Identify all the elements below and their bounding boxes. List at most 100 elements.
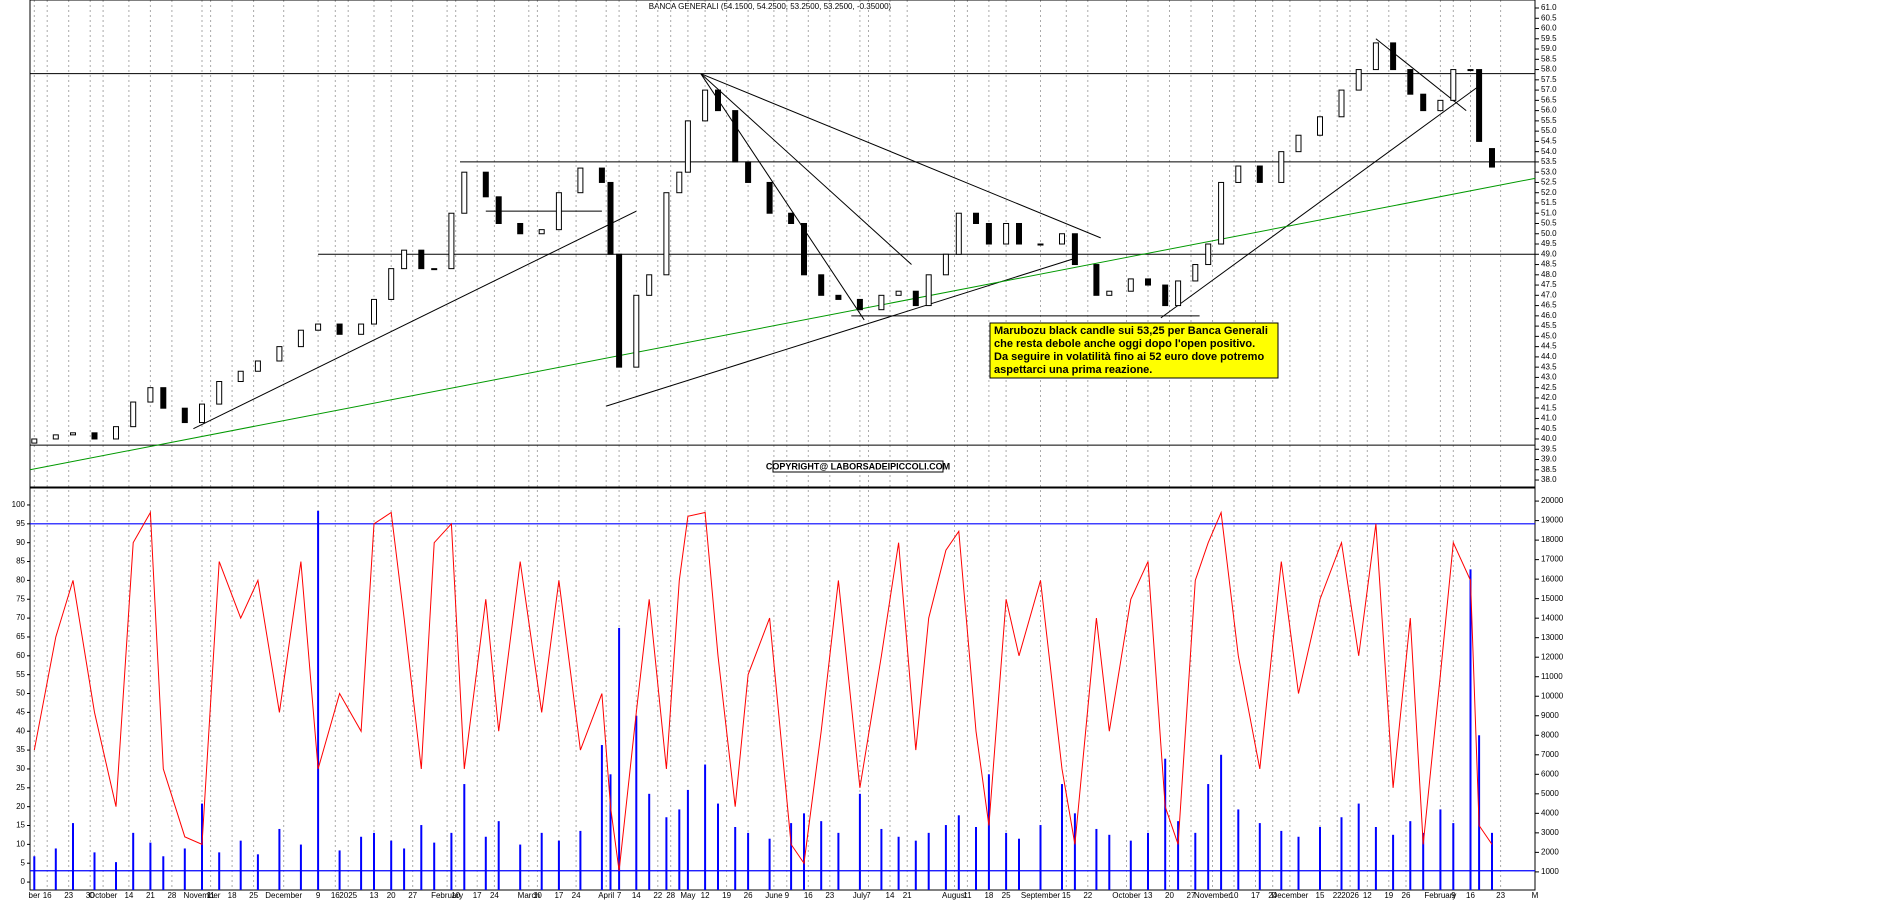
candle [31, 438, 38, 444]
candle [388, 268, 395, 300]
candle [1295, 134, 1302, 153]
candle [517, 222, 524, 235]
candle [1093, 264, 1100, 296]
candle [856, 298, 863, 311]
candle [766, 181, 773, 214]
x-tick-label: 25 [249, 891, 258, 900]
x-tick-label: 2025 [339, 891, 357, 900]
y-tick-label: 15 [16, 821, 25, 830]
y2-tick-label: 20000 [1541, 496, 1564, 505]
candle [418, 249, 425, 270]
volume-bar [33, 856, 36, 890]
x-tick-label: 12 [1363, 891, 1372, 900]
trend-line [700, 73, 1101, 239]
x-tick-label: M [1532, 891, 1539, 900]
y-tick-label: 41.0 [1541, 414, 1557, 423]
x-tick-label: 25 [1002, 891, 1011, 900]
x-tick-label: 20 [1165, 891, 1174, 900]
candle [1355, 69, 1362, 91]
candle [973, 212, 979, 224]
volume-bar [1452, 823, 1455, 890]
x-tick-label: 18 [228, 891, 237, 900]
volume-bar [717, 803, 719, 890]
x-tick-label: 22 [1083, 891, 1092, 900]
y2-tick-label: 5000 [1541, 789, 1559, 798]
candle [577, 167, 584, 194]
volume-bar [734, 827, 737, 890]
y-tick-label: 43.0 [1541, 373, 1557, 382]
y-tick-label: 59.0 [1541, 44, 1557, 53]
annotation-text: aspettarci una prima reazione. [994, 364, 1152, 376]
x-tick-label: 10 [451, 891, 460, 900]
volume-bar [790, 823, 793, 890]
volume-bar [803, 813, 805, 890]
candle [482, 171, 489, 198]
volume-bar [927, 832, 930, 890]
x-tick-label: 26 [1402, 891, 1411, 900]
candle [702, 89, 709, 122]
candle [1218, 181, 1225, 245]
volume-bar [820, 821, 823, 890]
y-tick-label: 42.5 [1541, 383, 1557, 392]
y2-tick-label: 15000 [1541, 594, 1564, 603]
volume-bar [897, 836, 900, 890]
x-tick-label: 24 [572, 891, 581, 900]
oscillator-line [33, 510, 1493, 871]
volume-bar [1147, 832, 1149, 890]
candle [1489, 148, 1495, 168]
x-tick-label: 2026 [1341, 891, 1359, 900]
y-tick-label: 55 [16, 670, 25, 679]
volume-bar [768, 838, 771, 890]
y2-tick-label: 8000 [1541, 730, 1559, 739]
volume-bar [1018, 838, 1020, 890]
y-tick-label: 49.5 [1541, 239, 1557, 248]
candle [1450, 69, 1457, 101]
annotation-text: Marubozu black candle sui 53,25 per Banc… [994, 325, 1268, 337]
y2-tick-label: 7000 [1541, 750, 1559, 759]
x-tick-label: November [1194, 891, 1231, 900]
x-tick-label: August [942, 891, 968, 900]
candle [431, 268, 438, 271]
volume-bar [1005, 832, 1008, 890]
x-tick-label: 9 [316, 891, 321, 900]
y-tick-label: 46.0 [1541, 311, 1557, 320]
y-tick-label: 51.5 [1541, 198, 1557, 207]
y-tick-label: 46.5 [1541, 301, 1557, 310]
volume-bar [975, 827, 977, 890]
volume-bar [463, 784, 466, 890]
y-tick-label: 38.0 [1541, 475, 1557, 484]
candle [495, 196, 502, 224]
y2-tick-label: 19000 [1541, 516, 1564, 525]
candle [663, 192, 670, 276]
candle [181, 407, 188, 424]
y-tick-label: 10 [16, 839, 25, 848]
x-tick-label: 23 [64, 891, 73, 900]
trend-line [29, 177, 1536, 471]
volume-bar [557, 840, 560, 890]
candle [676, 171, 683, 194]
y-tick-label: 75 [16, 594, 25, 603]
y2-tick-label: 1000 [1541, 867, 1559, 876]
volume-bar [1220, 754, 1223, 890]
candle [607, 181, 614, 255]
y2-tick-label: 6000 [1541, 769, 1559, 778]
candle [1205, 243, 1212, 266]
candle [835, 294, 842, 300]
y-tick-label: 40.0 [1541, 434, 1557, 443]
volume-bar [914, 840, 917, 890]
x-tick-label: 22 [1333, 891, 1342, 900]
candle [1256, 165, 1263, 183]
x-tick-label: November [184, 891, 221, 900]
x-tick-label: 12 [701, 891, 710, 900]
candle [1278, 151, 1285, 183]
candle [912, 290, 919, 307]
x-tick-label: 10 [1230, 891, 1239, 900]
x-tick-label: 17 [554, 891, 563, 900]
candle [925, 274, 932, 307]
y-tick-label: 54.5 [1541, 137, 1557, 146]
volume-bar [1237, 809, 1240, 890]
x-tick-label: February [1424, 891, 1456, 900]
volume-bar [72, 823, 74, 890]
y2-tick-label: 2000 [1541, 847, 1559, 856]
volume-bar [1194, 832, 1197, 890]
